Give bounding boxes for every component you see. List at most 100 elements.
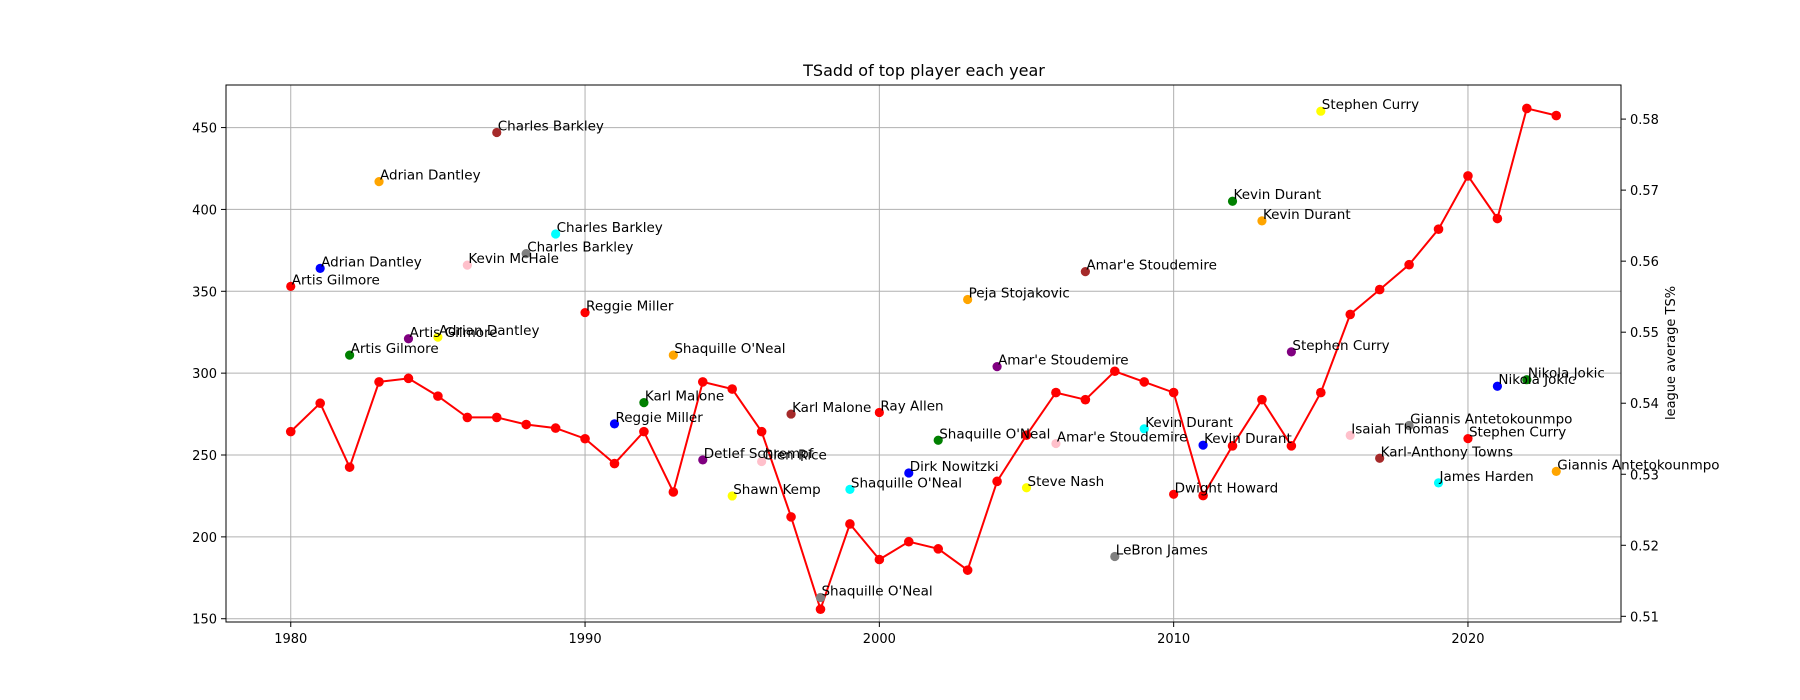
player-point — [462, 260, 472, 270]
league-ts-point — [845, 519, 855, 529]
player-point — [345, 350, 355, 360]
league-ts-point — [1316, 387, 1326, 398]
league-ts-point — [285, 426, 296, 437]
player-label: Charles Barkley — [527, 240, 633, 256]
league-ts-point — [403, 373, 414, 384]
player-point — [1433, 478, 1444, 488]
player-label: Nikola Jokic — [1528, 366, 1605, 382]
league-ts-point — [668, 487, 679, 497]
player-label: Artis Gilmore — [409, 325, 497, 341]
league-ts-point — [580, 433, 590, 444]
player-point — [639, 398, 649, 408]
league-ts-point — [727, 384, 738, 394]
player-label: Charles Barkley — [557, 220, 663, 236]
league-ts-point — [1139, 377, 1150, 387]
plot-frame — [225, 84, 1622, 623]
y2-tick-label: 0.58 — [1630, 113, 1659, 128]
player-label: Stephen Curry — [1469, 425, 1566, 441]
axes-layer: 1980 1990 2000 2010 2020 150 200 250 300 350 400 45… — [192, 113, 1659, 647]
league-ts-point — [1051, 387, 1061, 398]
player-point — [668, 350, 678, 360]
player-point — [698, 455, 708, 465]
player-label: Detlef Schrempf — [704, 446, 815, 462]
player-point — [315, 263, 325, 273]
league-ts-point — [962, 565, 973, 575]
player-point — [874, 407, 884, 418]
league-ts-point — [491, 412, 502, 423]
league-ts-point — [933, 544, 944, 554]
player-point — [1198, 440, 1208, 450]
league-ts-line — [290, 107, 1557, 613]
league-ts-point — [874, 554, 885, 565]
player-point — [551, 229, 561, 239]
player-point — [433, 332, 443, 342]
player-point — [1492, 381, 1502, 391]
player-point — [1345, 430, 1355, 440]
player-point — [374, 176, 384, 187]
player-label: Kevin Durant — [1145, 415, 1233, 431]
player-label: Peja Stojakovic — [969, 285, 1070, 301]
player-label: Dwight Howard — [1175, 480, 1279, 496]
league-ts-point — [433, 391, 443, 401]
league-ts-point — [992, 476, 1002, 487]
player-label: Stephen Curry — [1292, 338, 1389, 354]
player-point — [757, 456, 767, 467]
league-ts-point — [462, 412, 473, 423]
league-ts-point — [786, 512, 796, 522]
player-point — [963, 294, 973, 305]
player-label: Stephen Curry — [1322, 97, 1419, 113]
league-ts-point — [1463, 171, 1473, 181]
league-ts-point — [1374, 284, 1385, 295]
league-ts-point — [1080, 394, 1091, 405]
league-ts-point — [344, 462, 355, 472]
y-tick-label: 150 — [192, 613, 217, 628]
league-ts-line-layer — [285, 103, 1562, 615]
right-axis-label: league average TS% — [1664, 286, 1679, 420]
league-ts-point — [815, 604, 826, 615]
league-ts-point — [1257, 394, 1267, 405]
player-label: Adrian Dantley — [380, 168, 481, 184]
league-ts-point — [374, 377, 384, 387]
player-label: Adrian Dantley — [321, 254, 422, 270]
player-label: Shaquille O'Neal — [674, 341, 785, 357]
league-ts-point — [1345, 309, 1356, 320]
player-label: Amar'e Stoudemire — [1057, 430, 1188, 446]
y2-tick-label: 0.53 — [1630, 468, 1659, 483]
chart-title: TSadd of top player each year — [802, 61, 1045, 80]
player-label: LeBron James — [1116, 543, 1208, 559]
player-point — [727, 491, 737, 501]
player-point — [1463, 434, 1473, 444]
player-point — [1551, 466, 1561, 476]
player-point — [1227, 196, 1238, 206]
player-point — [1375, 453, 1385, 463]
player-label: Kevin Durant — [1263, 207, 1351, 223]
league-ts-point — [1286, 441, 1297, 451]
player-label: Giannis Antetokounmpo — [1410, 412, 1572, 428]
player-label: Kevin Durant — [1234, 187, 1322, 203]
league-ts-point — [315, 398, 325, 409]
player-label: Charles Barkley — [498, 118, 604, 134]
y-tick-label: 350 — [192, 285, 217, 300]
player-point — [1139, 424, 1149, 434]
player-label: Nikola Jokic — [1498, 372, 1575, 388]
player-point — [1021, 483, 1032, 493]
player-point — [609, 419, 620, 429]
player-point — [1404, 420, 1414, 431]
player-point — [1316, 106, 1326, 116]
player-label: Adrian Dantley — [439, 323, 540, 339]
league-ts-point — [1109, 366, 1120, 377]
league-ts-point — [1522, 103, 1532, 114]
y-tick-label: 200 — [192, 531, 217, 546]
league-ts-point — [639, 426, 649, 437]
player-point — [786, 409, 796, 419]
x-tick-label: 2000 — [863, 632, 896, 647]
player-label: Shaquille O'Neal — [821, 583, 932, 599]
player-label: Kevin McHale — [468, 251, 559, 267]
player-point — [904, 468, 914, 478]
player-point — [403, 334, 414, 344]
y2-tick-label: 0.51 — [1630, 610, 1659, 625]
player-point — [1110, 551, 1120, 562]
league-ts-point — [1492, 213, 1503, 224]
league-ts-point — [1168, 387, 1179, 398]
